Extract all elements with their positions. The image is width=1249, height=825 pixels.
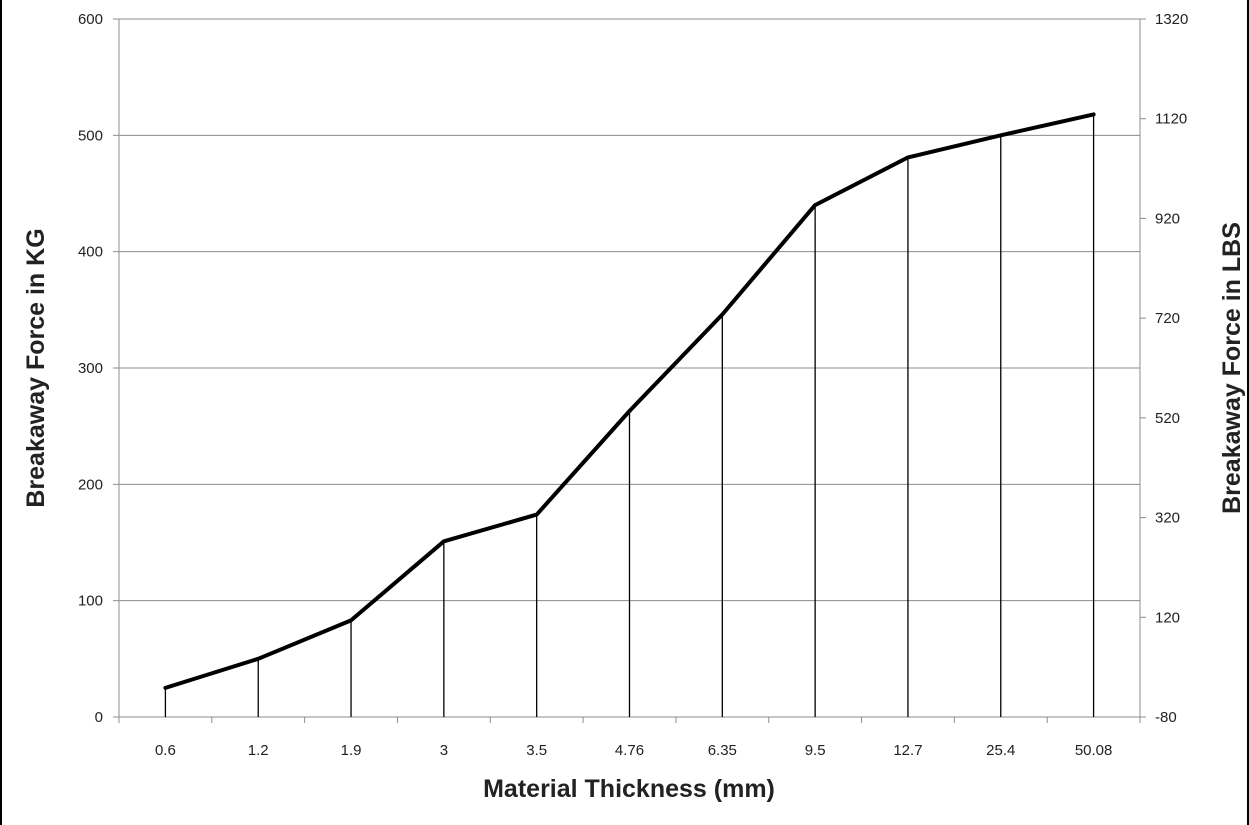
y-axis-title-right: Breakaway Force in LBS [1218,222,1246,514]
y2-tick-label: 1120 [1155,111,1187,128]
drop-lines [164,114,1095,717]
x-tick-label: 50.08 [1075,742,1113,759]
x-tick-label: 25.4 [986,742,1015,759]
y-tick-label: 600 [78,11,103,28]
gridlines [119,18,1140,602]
x-tick-label: 6.35 [708,742,737,759]
y-tick-label: 500 [78,127,103,144]
series [163,112,1096,690]
y2-tick-label: -80 [1155,709,1177,726]
x-tick-label: 9.5 [805,742,826,759]
y-tick-label: 100 [78,593,103,610]
x-tick-label: 1.2 [248,742,269,759]
x-tick-label: 3.5 [526,742,547,759]
y2-tick-label: 120 [1155,609,1180,626]
y2-tick-label: 520 [1155,410,1180,427]
x-tick-label: 1.9 [341,742,362,759]
y-tick-label: 300 [78,360,103,377]
y-tick-label: 200 [78,476,103,493]
tick-labels: 0 100 200 300 400 500 600 -80 120 320 520 720 920 112… [78,11,1188,759]
y-axis-title-left: Breakaway Force in KG [22,228,50,507]
y2-tick-label: 320 [1155,510,1180,527]
y-tick-label: 0 [95,709,103,726]
x-tick-label: 12.7 [893,742,922,759]
x-tick-label: 0.6 [155,742,176,759]
y2-tick-label: 720 [1155,310,1180,327]
x-tick-label: 3 [440,742,448,759]
y2-tick-label: 920 [1155,210,1180,227]
x-tick-label: 4.76 [615,742,644,759]
y2-tick-label: 1320 [1155,11,1188,28]
x-axis-title: Material Thickness (mm) [483,775,775,803]
y-tick-label: 400 [78,244,103,261]
